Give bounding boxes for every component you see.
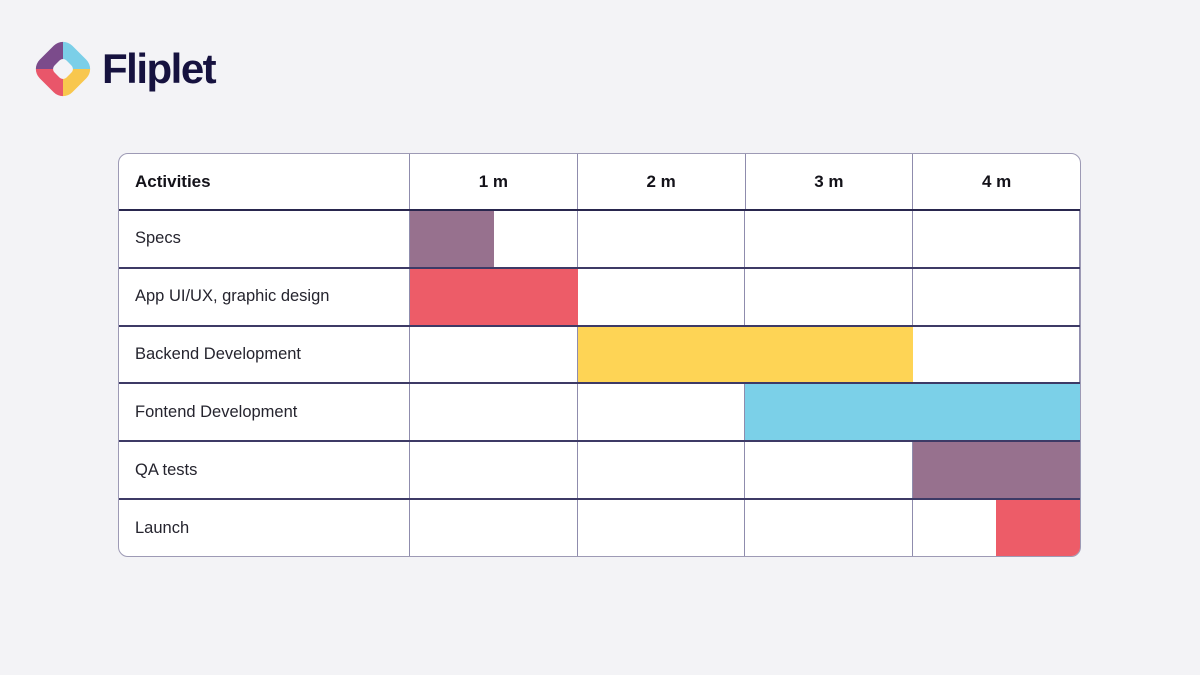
column-header-4m: 4 m — [981, 171, 1012, 191]
grid-cell — [745, 268, 913, 325]
grid-cell — [913, 268, 1080, 325]
gantt-bar-qa-tests — [912, 442, 1080, 499]
row-label: QA tests — [119, 442, 410, 499]
row-timeline — [410, 442, 1080, 499]
grid-cell — [410, 500, 578, 556]
column-header-2m: 2 m — [578, 154, 746, 209]
table-row-launch: Launch — [119, 500, 1080, 556]
gantt-bar-app-uiux — [410, 268, 578, 325]
grid-cell — [410, 384, 578, 441]
grid-cell — [913, 211, 1080, 267]
column-header-1m: 1 m — [410, 154, 578, 209]
table-row-backend: Backend Development — [119, 326, 1080, 385]
column-header-3m: 3 m — [746, 154, 914, 209]
gantt-bar-specs — [410, 211, 494, 267]
table-row-qa-tests: QA tests — [119, 442, 1080, 501]
table-row-app-uiux: App UI/UX, graphic design — [119, 268, 1080, 327]
grid-cell — [578, 442, 745, 499]
logo-diamond — [30, 36, 96, 102]
fliplet-logo-icon — [30, 36, 96, 102]
grid-cell — [745, 500, 913, 556]
grid-cell — [913, 326, 1080, 383]
table-row-specs: Specs — [119, 211, 1080, 269]
month-headers: 1 m 2 m 3 m 4 m — [410, 154, 1080, 209]
grid-cell — [578, 268, 745, 325]
gantt-table: Activities 1 m 2 m 3 m 4 m Specs App UI/… — [118, 153, 1081, 557]
grid-cell — [578, 384, 745, 441]
grid-cell — [745, 211, 913, 267]
row-label: Specs — [119, 211, 410, 267]
row-label: Fontend Development — [119, 384, 410, 441]
fliplet-logo: Fliplet — [30, 36, 217, 102]
grid-cell — [410, 211, 578, 267]
logo-wordmark: Fliplet — [102, 45, 217, 92]
grid-cell — [578, 211, 745, 267]
gantt-bar-backend — [577, 326, 913, 383]
row-label: Launch — [119, 500, 410, 556]
grid-cell — [745, 442, 913, 499]
row-timeline — [410, 384, 1080, 441]
row-timeline — [410, 326, 1080, 383]
gantt-bar-fontend — [745, 384, 1080, 441]
row-timeline — [410, 211, 1080, 267]
grid-cell — [410, 326, 578, 383]
gantt-bar-launch — [996, 500, 1080, 556]
grid-cell — [410, 442, 578, 499]
table-header-row: Activities 1 m 2 m 3 m 4 m — [119, 154, 1080, 211]
column-header-activities: Activities — [119, 154, 410, 209]
row-timeline — [410, 500, 1080, 556]
table-row-fontend: Fontend Development — [119, 384, 1080, 443]
row-label: Backend Development — [119, 326, 410, 383]
row-timeline — [410, 268, 1080, 325]
grid-cell — [578, 500, 745, 556]
row-label: App UI/UX, graphic design — [119, 268, 410, 325]
